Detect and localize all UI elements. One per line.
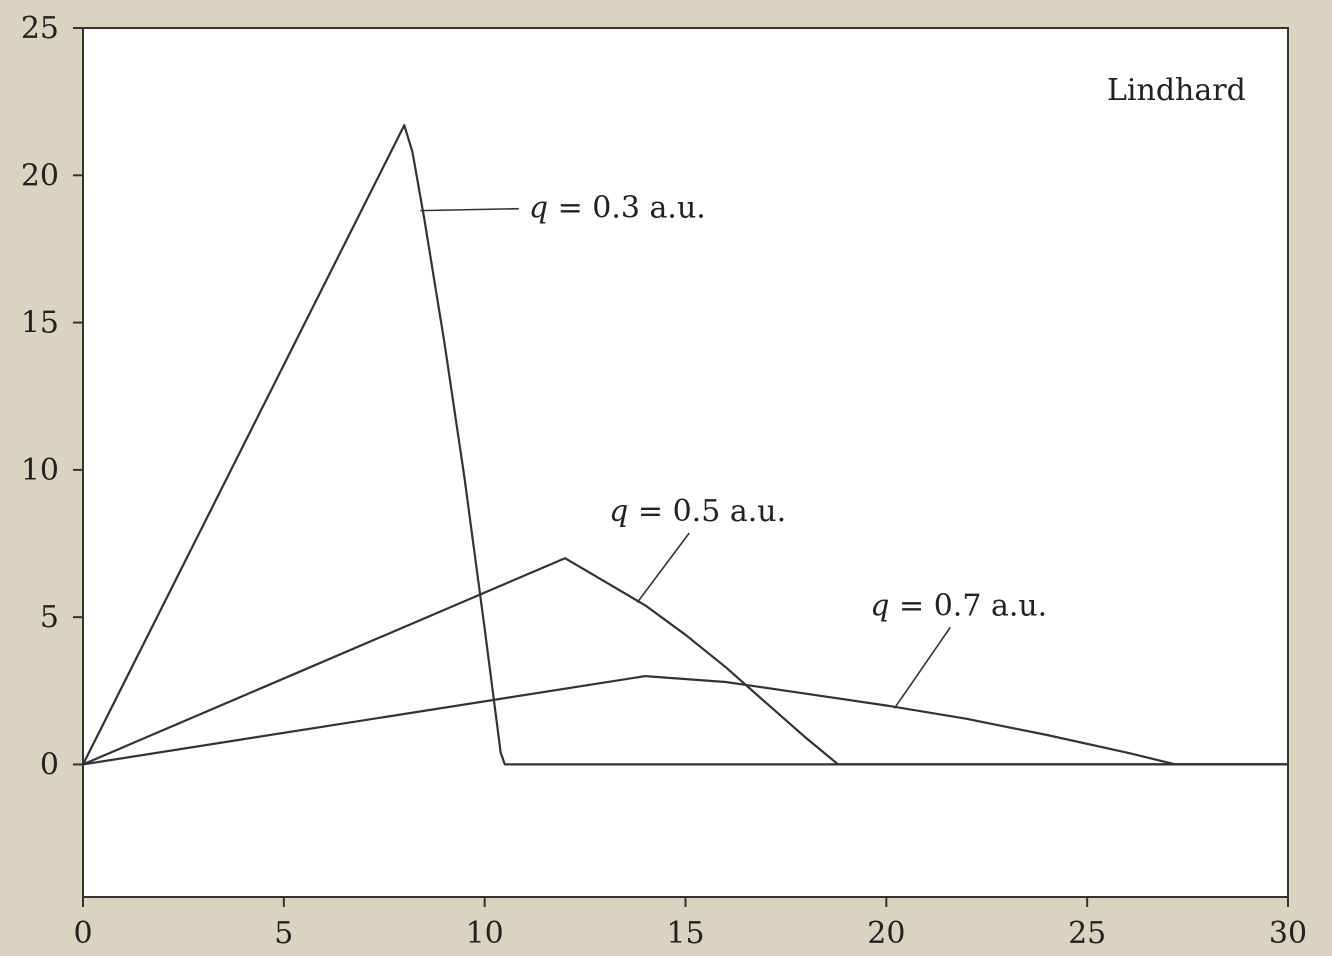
plot-area (82, 27, 1289, 898)
annotation-leader-line (893, 626, 951, 709)
annotation-leader-line (636, 532, 690, 603)
series-layer (82, 124, 1288, 766)
y-tick-label: 25 (21, 11, 59, 46)
y-tick-label: 5 (40, 600, 59, 635)
series-label-symbol: q (529, 191, 548, 226)
series-label-value: = 0.5 a.u. (628, 494, 786, 529)
series-label-symbol: q (609, 494, 628, 529)
x-tick-label: 0 (73, 916, 92, 951)
series-label-symbol: q (870, 588, 889, 623)
annotation-leader-line (420, 207, 519, 212)
series-label-value: = 0.7 a.u. (889, 588, 1047, 623)
series-label-3: q = 0.7 a.u. (870, 588, 1047, 623)
x-tick-label: 10 (466, 916, 504, 951)
series-label-2: q = 0.5 a.u. (609, 494, 786, 529)
x-tick-label: 20 (867, 916, 905, 951)
chart-title: Lindhard (1107, 73, 1246, 108)
annotation-layer: q = 0.3 a.u.q = 0.5 a.u.q = 0.7 a.u. (420, 191, 1047, 709)
series-label-value: = 0.3 a.u. (548, 191, 706, 226)
y-tick-label: 20 (21, 158, 59, 193)
tick-layer: 0 5 10 15 20 25 30 0 5 10 15 20 25 (21, 11, 1307, 951)
x-tick-label: 15 (666, 916, 704, 951)
series-line-1 (82, 124, 1288, 766)
x-tick-label: 25 (1068, 916, 1106, 951)
series-label-1: q = 0.3 a.u. (529, 191, 706, 226)
y-tick-label: 0 (40, 747, 59, 782)
y-tick-label: 15 (21, 306, 59, 341)
y-tick-label: 10 (21, 453, 59, 488)
x-tick-label: 30 (1269, 916, 1307, 951)
series-line-3 (82, 674, 1288, 766)
x-tick-label: 5 (274, 916, 293, 951)
series-line-2 (82, 557, 1288, 766)
